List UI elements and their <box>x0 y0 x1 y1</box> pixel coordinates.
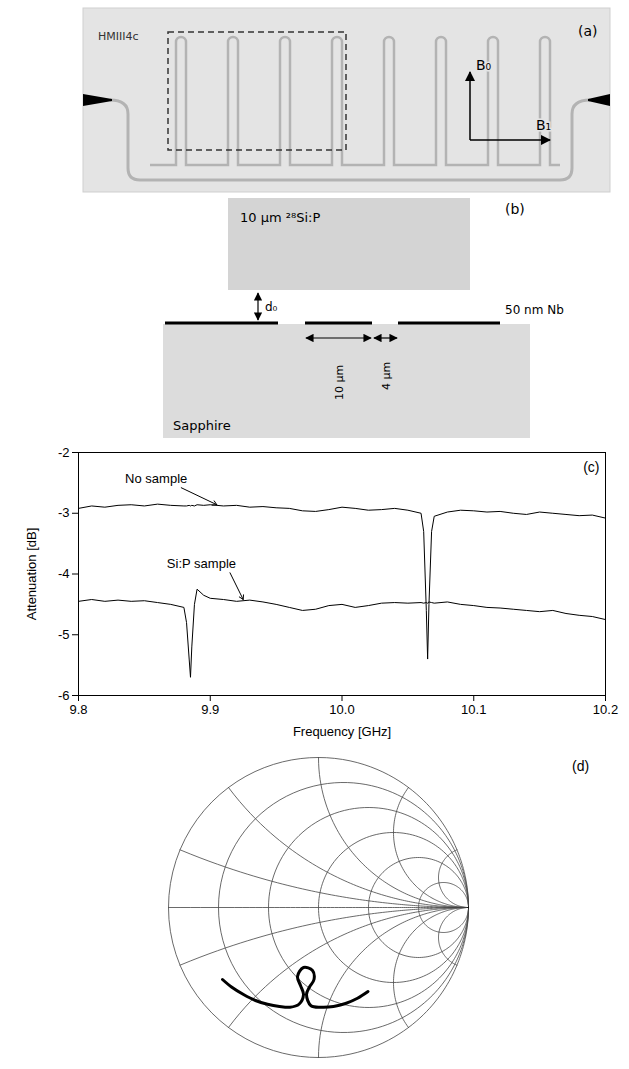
svg-text:10.0: 10.0 <box>329 702 354 717</box>
svg-text:10 μm ²⁸Si:P: 10 μm ²⁸Si:P <box>240 210 320 225</box>
svg-text:10.2: 10.2 <box>593 702 618 717</box>
svg-text:-3: -3 <box>58 505 70 520</box>
svg-text:-4: -4 <box>58 566 70 581</box>
svg-text:-5: -5 <box>58 627 70 642</box>
svg-text:9.9: 9.9 <box>201 702 219 717</box>
svg-text:9.8: 9.8 <box>69 702 87 717</box>
svg-text:(c): (c) <box>583 459 599 475</box>
svg-text:d₀: d₀ <box>265 300 278 314</box>
svg-text:HMIII4c: HMIII4c <box>98 30 139 43</box>
svg-text:10.1: 10.1 <box>461 702 486 717</box>
svg-text:(b): (b) <box>505 201 525 217</box>
svg-text:4 μm: 4 μm <box>380 362 393 390</box>
svg-text:Attenuation [dB]: Attenuation [dB] <box>24 528 39 621</box>
svg-text:No sample: No sample <box>125 471 187 486</box>
svg-text:B₁: B₁ <box>536 117 551 133</box>
svg-text:10 μm: 10 μm <box>333 365 346 400</box>
svg-text:Frequency [GHz]: Frequency [GHz] <box>293 724 391 739</box>
svg-text:-6: -6 <box>58 688 70 703</box>
svg-text:Si:P sample: Si:P sample <box>167 556 236 571</box>
svg-text:B₀: B₀ <box>476 57 492 73</box>
svg-text:-2: -2 <box>58 445 70 460</box>
html-text:(d): (d) <box>572 758 590 774</box>
svg-text:(a): (a) <box>578 23 598 39</box>
svg-text:50 nm Nb: 50 nm Nb <box>505 303 564 317</box>
svg-text:Sapphire: Sapphire <box>173 418 231 433</box>
